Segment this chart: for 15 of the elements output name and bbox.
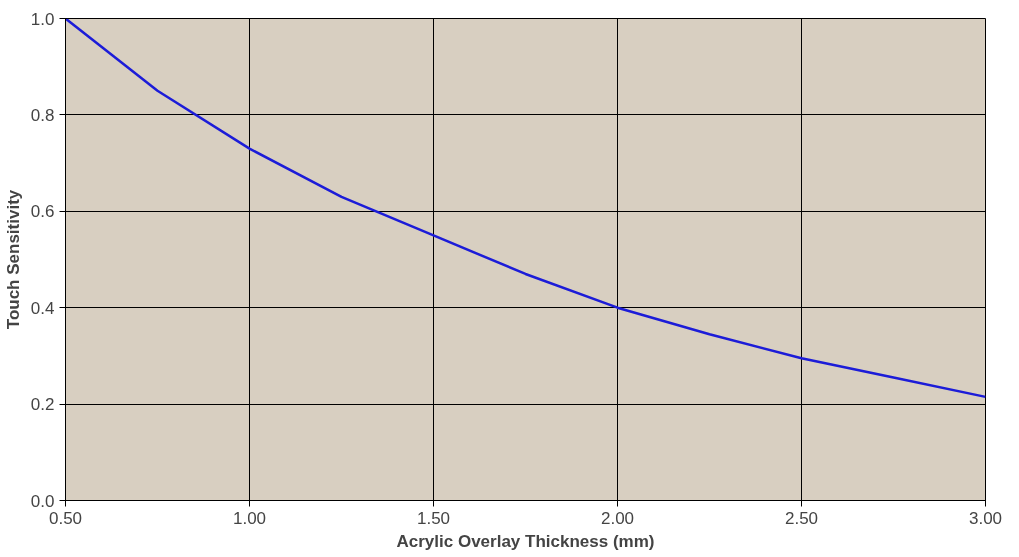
line-series (65, 18, 986, 399)
y-tick-label: 0.0 (30, 491, 55, 511)
x-tick-label: 1.50 (416, 508, 451, 528)
y-tick-label: 0.6 (30, 202, 55, 222)
x-tick-label: 2.50 (784, 508, 819, 528)
y-axis-title: Touch Sensitivity (3, 189, 23, 330)
x-axis-title: Acrylic Overlay Thickness (mm) (396, 531, 655, 551)
x-tick-label: 1.00 (232, 508, 267, 528)
y-tick-label: 0.2 (30, 395, 55, 415)
y-tick-label: 0.8 (30, 105, 55, 125)
x-tick-label: 3.00 (968, 508, 1003, 528)
y-tick-label: 1.0 (30, 9, 55, 29)
y-tick-label: 0.4 (30, 298, 55, 318)
x-tick-label: 0.50 (48, 508, 83, 528)
x-tick-label: 2.00 (600, 508, 635, 528)
